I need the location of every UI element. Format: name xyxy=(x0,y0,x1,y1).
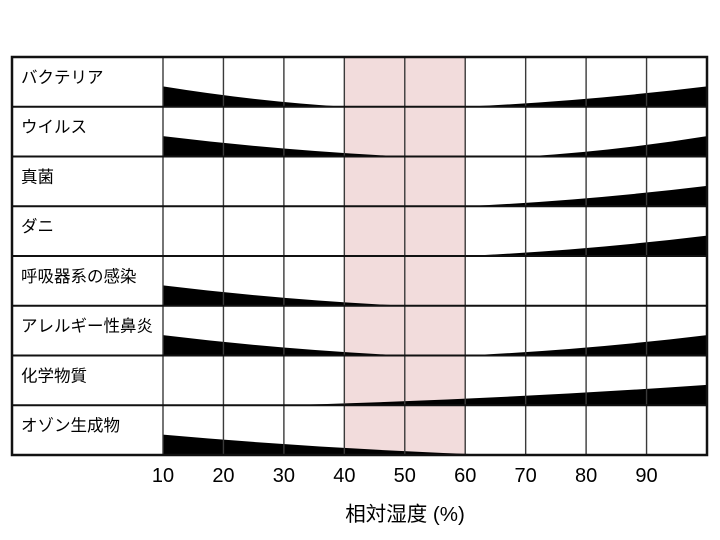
wedge xyxy=(163,86,345,107)
row-label: バクテリア xyxy=(21,68,104,87)
row-label: 化学物質 xyxy=(21,366,87,385)
x-tick-label: 30 xyxy=(273,465,295,487)
wedge xyxy=(283,384,707,406)
row-label: 真菌 xyxy=(21,167,54,186)
x-tick-label: 90 xyxy=(635,465,657,487)
x-tick-label: 80 xyxy=(575,465,597,487)
x-tick-label: 50 xyxy=(394,465,416,487)
x-tick-label: 40 xyxy=(333,465,355,487)
row-label: オゾン生成物 xyxy=(21,416,120,435)
row-label: ウイルス xyxy=(21,118,87,137)
x-axis-title: 相対湿度 (%) xyxy=(345,503,465,526)
grid-layer xyxy=(10,55,709,457)
wedge xyxy=(163,434,496,455)
chart-border xyxy=(10,55,709,457)
x-tick-label: 10 xyxy=(152,465,174,487)
wedge xyxy=(525,136,707,157)
x-tick-label: 60 xyxy=(454,465,476,487)
row-label: アレルギー性鼻炎 xyxy=(21,317,153,336)
x-tick-layer: 10 20 30 40 50 60 70 80 90 xyxy=(152,465,658,487)
x-tick-label: 70 xyxy=(515,465,537,487)
x-tick-label: 20 xyxy=(212,465,234,487)
row-label: 呼吸器系の感染 xyxy=(21,267,137,286)
row-label: ダニ xyxy=(21,217,54,236)
